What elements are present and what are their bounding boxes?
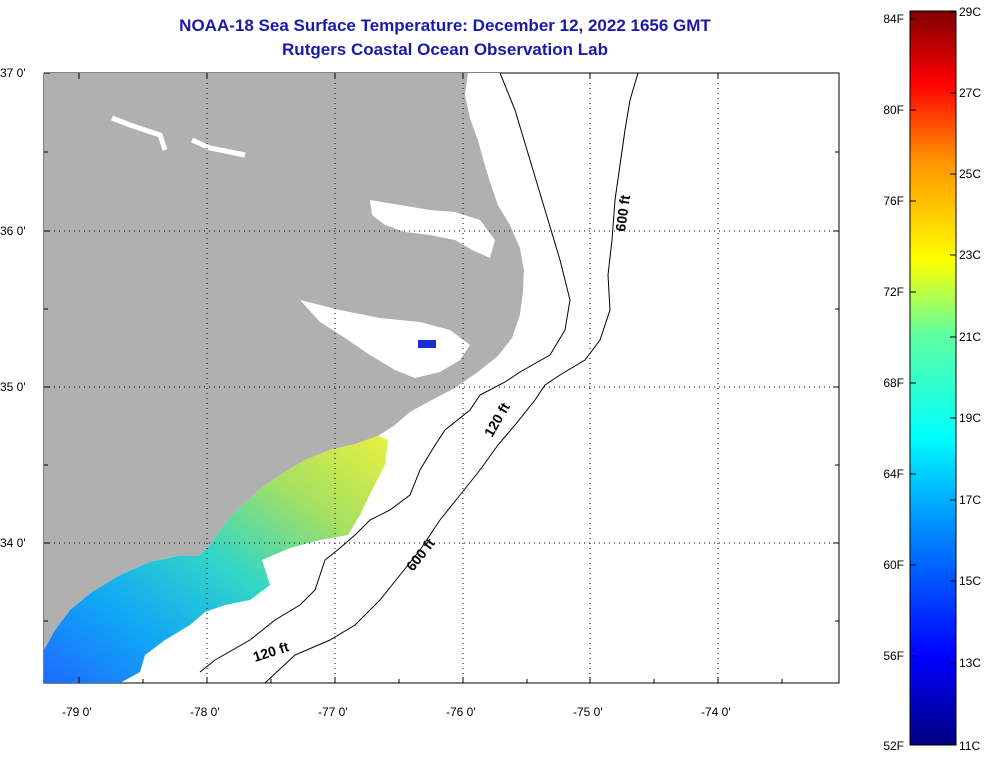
cb-f-64: 64F	[883, 467, 904, 481]
contour-label-600-north: 600 ft	[612, 194, 633, 233]
contour-120-north	[199, 73, 571, 673]
river-2	[190, 137, 246, 158]
cb-f-76: 76F	[883, 194, 904, 208]
cb-c-27: 27C	[959, 86, 981, 100]
pamlico-sound	[300, 300, 470, 378]
chart-subtitle: Rutgers Coastal Ocean Observation Lab	[282, 40, 608, 59]
river-1	[111, 115, 168, 151]
colorbar-ticks	[910, 11, 956, 664]
lat-label-36: 36 0'	[0, 224, 26, 238]
lon-label-79: -79 0'	[62, 705, 92, 719]
cb-c-19: 19C	[959, 411, 981, 425]
lon-label-75: -75 0'	[573, 705, 603, 719]
cb-f-80: 80F	[883, 103, 904, 117]
colorbar-f-labels: 84F 80F 76F 72F 68F 64F 60F 56F 52F	[883, 12, 904, 753]
cb-c-21: 21C	[959, 330, 981, 344]
lon-label-74: -74 0'	[701, 705, 731, 719]
cb-c-11: 11C	[959, 739, 980, 753]
lon-label-77: -77 0'	[318, 705, 348, 719]
lon-label-78: -78 0'	[190, 705, 220, 719]
cb-c-25: 25C	[959, 167, 981, 181]
lat-label-35: 35 0'	[0, 380, 26, 394]
cb-f-52: 52F	[883, 739, 904, 753]
lat-label-37: 37 0'	[0, 66, 26, 80]
cb-f-68: 68F	[883, 376, 904, 390]
sst-patch	[418, 340, 436, 348]
cb-c-17: 17C	[959, 493, 981, 507]
colorbar-c-labels: 29C 27C 25C 23C 21C 19C 17C 15C 13C 11C	[959, 5, 981, 753]
tick-marks	[44, 72, 839, 683]
graticule	[44, 73, 839, 683]
lat-label-34: 34 0'	[0, 536, 26, 550]
colorbar	[909, 10, 957, 746]
cb-f-56: 56F	[883, 649, 904, 663]
cb-f-72: 72F	[883, 285, 904, 299]
cb-c-13: 13C	[959, 656, 981, 670]
cb-c-15: 15C	[959, 574, 981, 588]
cb-f-84: 84F	[883, 12, 904, 26]
lon-label-76: -76 0'	[446, 705, 476, 719]
contour-600	[264, 73, 639, 683]
albemarle-sound	[370, 200, 495, 258]
sst-coverage	[44, 436, 388, 683]
cb-f-60: 60F	[883, 558, 904, 572]
cb-c-23: 23C	[959, 248, 981, 262]
cb-c-29: 29C	[959, 5, 981, 19]
chart-title: NOAA-18 Sea Surface Temperature: Decembe…	[179, 16, 711, 35]
coastal-water	[390, 73, 545, 430]
